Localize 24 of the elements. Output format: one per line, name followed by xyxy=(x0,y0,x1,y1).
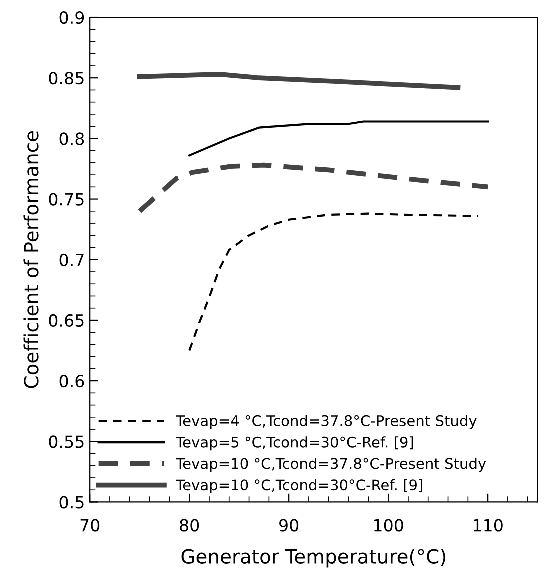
y-tick-label: 0.8 xyxy=(60,132,84,146)
y-tick-label: 0.7 xyxy=(60,254,84,266)
x-tick-label: 100 xyxy=(374,519,404,532)
y-axis-title: Coefficient of Performance xyxy=(24,131,39,388)
y-tick-label: 0.6 xyxy=(60,375,84,388)
y-tick-label: 0.75 xyxy=(49,193,84,206)
legend-label: Tevap=5 °C,Tcond=30°C-Ref. [9] xyxy=(176,436,414,451)
line-series xyxy=(137,162,490,214)
x-axis-title: Generator Temperature(°C) xyxy=(182,548,446,568)
legend-label: Tevap=10 °C,Tcond=37.8°C-Present Study xyxy=(176,458,486,472)
y-tick-label: 0.9 xyxy=(60,11,84,24)
y-tick-label: 0.5 xyxy=(60,496,84,509)
x-tick-label: 70 xyxy=(80,519,100,532)
y-tick-label: 0.55 xyxy=(49,436,84,448)
line-series xyxy=(137,72,461,90)
line-series xyxy=(188,120,490,157)
line-series xyxy=(188,212,480,352)
legend-label: Tevap=4 °C,Tcond=37.8°C-Present Study xyxy=(176,415,477,430)
y-tick-label: 0.65 xyxy=(49,314,84,328)
x-tick-label: 90 xyxy=(280,519,299,532)
y-tick-label: 0.85 xyxy=(49,72,84,85)
legend-label: Tevap=10 °C,Tcond=30°C-Ref. [9] xyxy=(176,479,422,494)
x-tick-label: 80 xyxy=(180,519,200,532)
x-tick-label: 110 xyxy=(474,519,503,532)
